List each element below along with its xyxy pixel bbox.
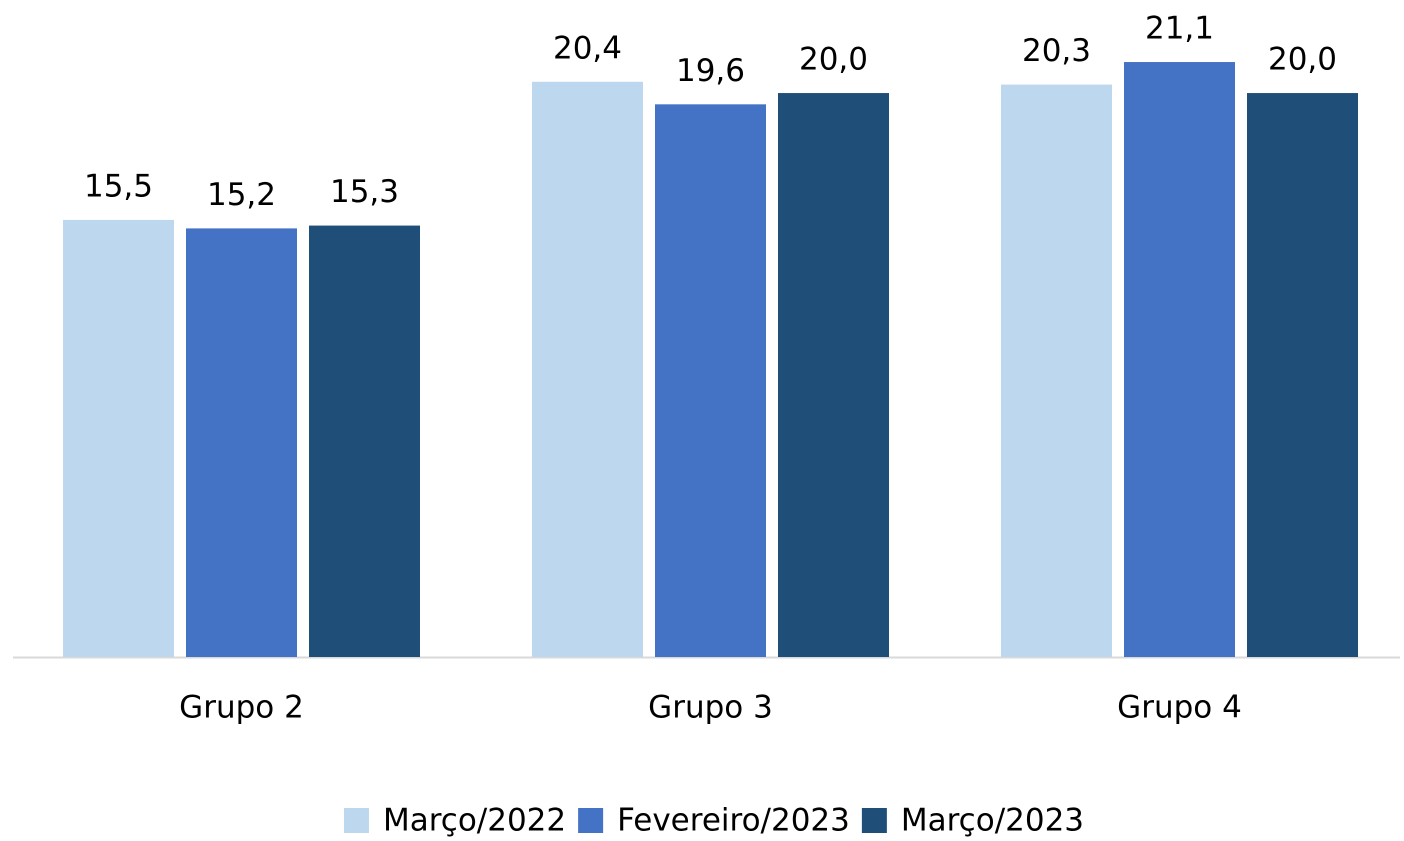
bar [63, 219, 174, 657]
bar [778, 93, 889, 657]
value-label: 15,2 [207, 177, 276, 213]
x-tick-label: Grupo 4 [1117, 690, 1242, 726]
value-label: 20,3 [1022, 33, 1091, 69]
value-label: 20,4 [553, 30, 622, 66]
value-label: 19,6 [676, 53, 745, 89]
legend-label: Fevereiro/2023 [617, 803, 850, 839]
value-label: 20,0 [799, 42, 868, 78]
bar [1247, 93, 1358, 657]
x-tick-label: Grupo 2 [179, 690, 304, 726]
legend-label: Março/2023 [901, 803, 1084, 839]
bar [186, 228, 297, 657]
value-label: 20,0 [1268, 42, 1337, 78]
legend-swatch [343, 808, 369, 833]
legend-swatch [861, 808, 887, 833]
bar [309, 225, 420, 657]
value-label: 15,3 [330, 174, 399, 210]
x-tick-label: Grupo 3 [648, 690, 773, 726]
bar [1124, 62, 1235, 657]
value-label: 15,5 [84, 168, 153, 204]
bar [1001, 84, 1112, 657]
legend-swatch [578, 808, 604, 833]
legend-label: Março/2022 [383, 803, 566, 839]
bar [655, 104, 766, 658]
bar [532, 81, 643, 658]
value-label: 21,1 [1145, 11, 1214, 47]
